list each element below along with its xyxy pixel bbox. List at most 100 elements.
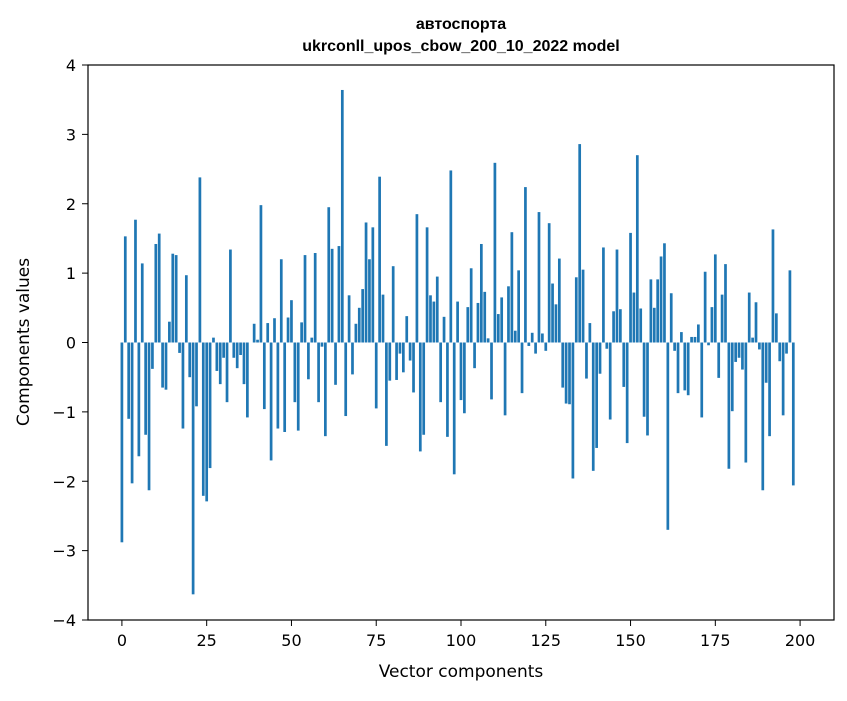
bar-150	[629, 232, 632, 343]
bar-128	[554, 304, 558, 343]
bar-195	[781, 342, 785, 416]
bar-88	[418, 342, 422, 452]
bar-133	[571, 342, 575, 479]
x-tick-label: 100	[446, 631, 477, 650]
bar-46	[276, 342, 280, 429]
bar-16	[174, 255, 178, 343]
bar-60	[324, 342, 327, 437]
bar-74	[371, 227, 375, 343]
bar-124	[541, 333, 544, 343]
bar-59	[320, 342, 324, 347]
bar-189	[761, 342, 765, 491]
bar-132	[568, 342, 571, 405]
bar-190	[764, 342, 768, 383]
bar-18	[181, 342, 185, 429]
bar-111	[496, 314, 500, 343]
bar-121	[530, 332, 534, 343]
bar-13	[164, 342, 168, 390]
bar-163	[673, 342, 676, 351]
bar-26	[208, 342, 212, 469]
bar-173	[707, 342, 710, 346]
bar-102	[466, 307, 470, 343]
bar-4	[134, 219, 137, 343]
bar-3	[130, 342, 134, 484]
bar-14	[168, 321, 171, 343]
bar-39	[252, 323, 256, 343]
bar-108	[486, 338, 490, 343]
bar-73	[368, 259, 371, 343]
bar-180	[730, 342, 734, 412]
bar-138	[588, 323, 592, 343]
bar-34	[235, 342, 239, 369]
bar-136	[581, 269, 585, 343]
bar-23	[198, 177, 202, 343]
bar-130	[561, 342, 565, 388]
bar-174	[710, 307, 714, 343]
bar-101	[463, 342, 466, 414]
bar-78	[385, 342, 388, 446]
bar-198	[791, 342, 795, 486]
bar-41	[259, 205, 263, 343]
bar-149	[625, 342, 629, 444]
bar-67	[347, 295, 351, 343]
bar-55	[307, 342, 310, 380]
chart-subtitle: ukrconll_upos_cbow_200_10_2022 model	[302, 38, 619, 55]
bar-191	[768, 342, 771, 437]
bar-22	[195, 342, 198, 407]
bar-166	[683, 342, 687, 391]
bar-75	[374, 342, 378, 409]
bar-159	[659, 256, 663, 343]
bar-126	[547, 223, 551, 343]
bar-135	[578, 144, 582, 343]
bar-115	[510, 232, 514, 343]
bar-155	[646, 342, 649, 436]
bar-165	[680, 332, 683, 343]
bar-175	[713, 254, 717, 343]
bar-98	[452, 342, 456, 475]
bar-105	[476, 302, 480, 343]
x-tick-label: 200	[785, 631, 816, 650]
bar-33	[232, 342, 236, 358]
bar-114	[507, 286, 510, 343]
bar-17	[178, 342, 181, 353]
bar-127	[551, 283, 554, 343]
bar-96	[446, 342, 449, 437]
bar-85	[408, 342, 412, 361]
bar-79	[388, 342, 392, 381]
bar-81	[395, 342, 398, 380]
bar-164	[676, 342, 680, 394]
bar-109	[490, 342, 493, 400]
bar-12	[161, 342, 164, 388]
bar-139	[591, 342, 595, 471]
bar-194	[778, 342, 782, 362]
bar-30	[222, 342, 225, 358]
bar-141	[598, 342, 602, 374]
bar-161	[666, 342, 670, 530]
bar-91	[429, 295, 432, 343]
axis-ticks: 0 25 50 75 100 125 150 175 200 −4 −3 −2 −1 0 1 2 3 4	[52, 56, 815, 650]
bar-8	[147, 342, 151, 491]
bar-123	[537, 212, 541, 343]
bar-110	[493, 162, 497, 343]
bar-29	[218, 342, 222, 385]
bar-27	[212, 337, 215, 343]
bar-116	[513, 330, 517, 343]
bar-80	[391, 266, 395, 343]
bar-176	[717, 342, 721, 378]
y-tick-label: 4	[66, 56, 76, 75]
bar-63	[334, 342, 337, 385]
bar-168	[690, 336, 693, 343]
bar-58	[317, 342, 320, 403]
bar-125	[544, 342, 548, 351]
bar-151	[632, 292, 636, 343]
x-axis-label: Vector components	[379, 662, 544, 682]
y-tick-label: 0	[66, 334, 76, 353]
bar-90	[425, 227, 429, 343]
y-tick-label: 1	[66, 264, 76, 283]
bar-9	[151, 342, 154, 369]
bar-112	[500, 297, 504, 343]
bar-99	[456, 301, 459, 343]
bar-181	[734, 342, 738, 362]
bar-40	[256, 339, 259, 343]
bar-82	[398, 342, 402, 354]
